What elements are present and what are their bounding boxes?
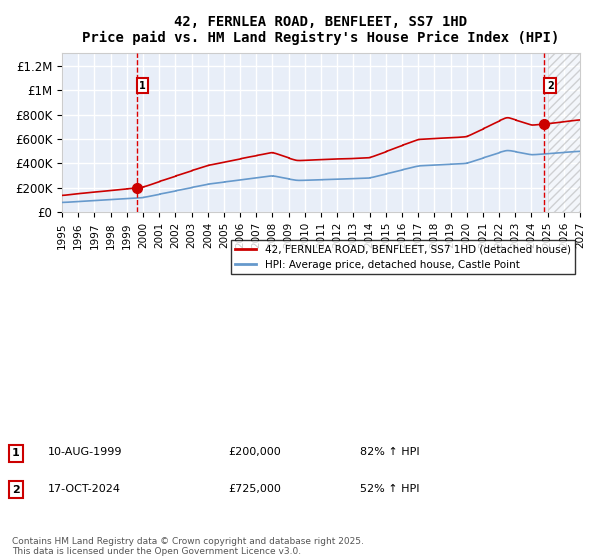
Text: 2: 2 bbox=[12, 485, 20, 495]
Text: £725,000: £725,000 bbox=[228, 484, 281, 494]
Legend: 42, FERNLEA ROAD, BENFLEET, SS7 1HD (detached house), HPI: Average price, detach: 42, FERNLEA ROAD, BENFLEET, SS7 1HD (det… bbox=[231, 240, 575, 274]
Text: 52% ↑ HPI: 52% ↑ HPI bbox=[360, 484, 419, 494]
Text: 1: 1 bbox=[139, 81, 146, 91]
Text: Contains HM Land Registry data © Crown copyright and database right 2025.
This d: Contains HM Land Registry data © Crown c… bbox=[12, 537, 364, 557]
Text: 10-AUG-1999: 10-AUG-1999 bbox=[48, 447, 122, 458]
Text: 1: 1 bbox=[12, 449, 20, 459]
Text: £200,000: £200,000 bbox=[228, 447, 281, 458]
Text: 17-OCT-2024: 17-OCT-2024 bbox=[48, 484, 121, 494]
Text: 2: 2 bbox=[547, 81, 554, 91]
Title: 42, FERNLEA ROAD, BENFLEET, SS7 1HD
Price paid vs. HM Land Registry's House Pric: 42, FERNLEA ROAD, BENFLEET, SS7 1HD Pric… bbox=[82, 15, 560, 45]
Bar bbox=[548, 54, 580, 212]
Text: 82% ↑ HPI: 82% ↑ HPI bbox=[360, 447, 419, 458]
